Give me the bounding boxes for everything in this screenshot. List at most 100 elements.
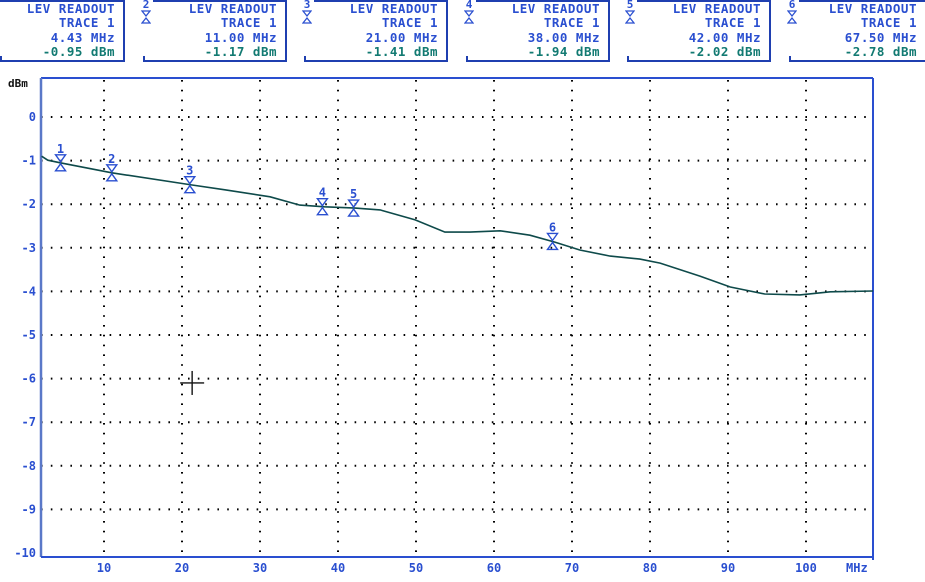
marker-down-triangle-icon (546, 232, 559, 242)
readout-level: -1.41 dBm (365, 44, 438, 59)
marker-up-triangle-icon (546, 241, 559, 251)
marker-label: 2 (108, 152, 115, 166)
y-tick-label: -5 (22, 328, 36, 342)
readout-frequency: 21.00 MHz (365, 30, 438, 45)
marker-readout-5[interactable]: 5 LEV READOUT TRACE 1 42.00 MHz -2.02 dB… (625, 0, 771, 62)
marker-down-triangle-icon (183, 175, 197, 185)
readout-frequency: 4.43 MHz (50, 30, 115, 45)
x-axis-unit: MHz (846, 561, 868, 575)
marker-up-triangle-icon (316, 206, 329, 216)
marker-3[interactable]: 3 (183, 164, 197, 194)
marker-down-triangle-icon (347, 199, 360, 209)
marker-label: 6 (549, 220, 556, 234)
marker-6[interactable]: 6 (546, 220, 559, 251)
readout-frequency: 67.50 MHz (844, 30, 917, 45)
marker-up-triangle-icon (183, 184, 197, 194)
marker-up-triangle-icon (54, 162, 67, 172)
readout-title: LEV READOUT (349, 1, 438, 16)
readout-trace: TRACE 1 (220, 15, 277, 30)
marker-readout-2[interactable]: 2 LEV READOUT TRACE 1 11.00 MHz -1.17 dB… (141, 0, 287, 62)
y-tick-label: -9 (22, 502, 36, 516)
marker-number: 4 (465, 0, 473, 11)
x-tick-label: 20 (175, 561, 189, 575)
readout-frame (799, 0, 925, 2)
marker-up-triangle-icon (347, 207, 360, 217)
marker-1[interactable]: 1 (54, 142, 67, 172)
marker-down-triangle-icon (54, 154, 67, 164)
marker-down-triangle-icon (316, 197, 329, 207)
marker-triangle-icon (787, 10, 797, 24)
readout-level: -1.17 dBm (204, 44, 277, 59)
readout-level: -2.02 dBm (688, 44, 761, 59)
marker-triangle-icon (625, 10, 635, 24)
readout-title: LEV READOUT (828, 1, 917, 16)
marker-label: 4 (319, 186, 326, 200)
y-axis-tick-labels: 0 -1 -2 -3 -4 -5 -6 -7 -8 -9 -10 (14, 110, 36, 560)
readout-frame (314, 0, 446, 2)
y-tick-label: -3 (22, 241, 36, 255)
marker-readout-6[interactable]: 6 LEV READOUT TRACE 1 67.50 MHz -2.78 dB… (787, 0, 925, 62)
marker-2-badge: 2 (139, 0, 153, 24)
marker-label: 3 (186, 164, 193, 178)
readout-frame (143, 56, 145, 62)
x-tick-label: 40 (331, 561, 345, 575)
marker-2[interactable]: 2 (105, 152, 119, 182)
y-axis-unit: dBm (8, 77, 28, 90)
marker-4[interactable]: 4 (316, 186, 329, 216)
y-tick-label: -8 (22, 459, 36, 473)
x-axis-tick-labels: 10 20 30 40 50 60 70 80 90 100 (97, 561, 817, 575)
x-tick-label: 50 (409, 561, 423, 575)
y-tick-label: -7 (22, 415, 36, 429)
x-tick-label: 70 (565, 561, 579, 575)
marker-number: 3 (303, 0, 311, 11)
marker-readout-1[interactable]: LEV READOUT TRACE 1 4.43 MHz -0.95 dBm (0, 0, 125, 62)
marker-up-triangle-icon (105, 172, 119, 182)
readout-level: -2.78 dBm (844, 44, 917, 59)
grid-lines (41, 80, 873, 557)
readout-trace: TRACE 1 (381, 15, 438, 30)
marker-triangle-icon (302, 10, 312, 24)
y-tick-label: -2 (22, 197, 36, 211)
x-tick-label: 100 (795, 561, 817, 575)
crosshair-cursor-icon[interactable] (180, 370, 205, 395)
readout-trace: TRACE 1 (860, 15, 917, 30)
x-tick-label: 90 (721, 561, 735, 575)
readout-frame (476, 0, 608, 2)
readout-frame (0, 0, 123, 2)
readout-frequency: 42.00 MHz (688, 30, 761, 45)
marker-number: 6 (788, 0, 796, 11)
trace-markers: 1 2 3 4 5 6 (54, 142, 559, 251)
marker-label: 1 (57, 142, 64, 156)
readout-frame (627, 56, 629, 62)
marker-number: 2 (142, 0, 150, 11)
readout-title: LEV READOUT (188, 1, 277, 16)
readout-frequency: 11.00 MHz (204, 30, 277, 45)
readout-title: LEV READOUT (26, 1, 115, 16)
marker-5-badge: 5 (623, 0, 637, 24)
y-tick-label: -6 (22, 372, 36, 386)
readout-level: -0.95 dBm (42, 44, 115, 59)
readout-trace: TRACE 1 (704, 15, 761, 30)
readout-frame (466, 56, 468, 62)
x-tick-label: 80 (643, 561, 657, 575)
readout-frame (153, 0, 285, 2)
marker-3-badge: 3 (300, 0, 314, 24)
readout-frame (789, 56, 791, 62)
readout-level: -1.94 dBm (527, 44, 600, 59)
marker-readout-3[interactable]: 3 LEV READOUT TRACE 1 21.00 MHz -1.41 dB… (302, 0, 448, 62)
readout-title: LEV READOUT (672, 1, 761, 16)
readout-frame (637, 0, 769, 2)
x-tick-label: 30 (253, 561, 267, 575)
marker-down-triangle-icon (105, 164, 119, 174)
marker-label: 5 (350, 187, 357, 201)
readout-trace: TRACE 1 (543, 15, 600, 30)
marker-4-badge: 4 (462, 0, 476, 24)
marker-5[interactable]: 5 (347, 187, 360, 217)
readout-trace: TRACE 1 (58, 15, 115, 30)
readout-frame (0, 56, 2, 62)
trace-1-line (41, 155, 874, 296)
marker-readout-4[interactable]: 4 LEV READOUT TRACE 1 38.00 MHz -1.94 dB… (464, 0, 610, 62)
readout-frame (304, 56, 306, 62)
y-tick-label: -1 (22, 154, 36, 168)
